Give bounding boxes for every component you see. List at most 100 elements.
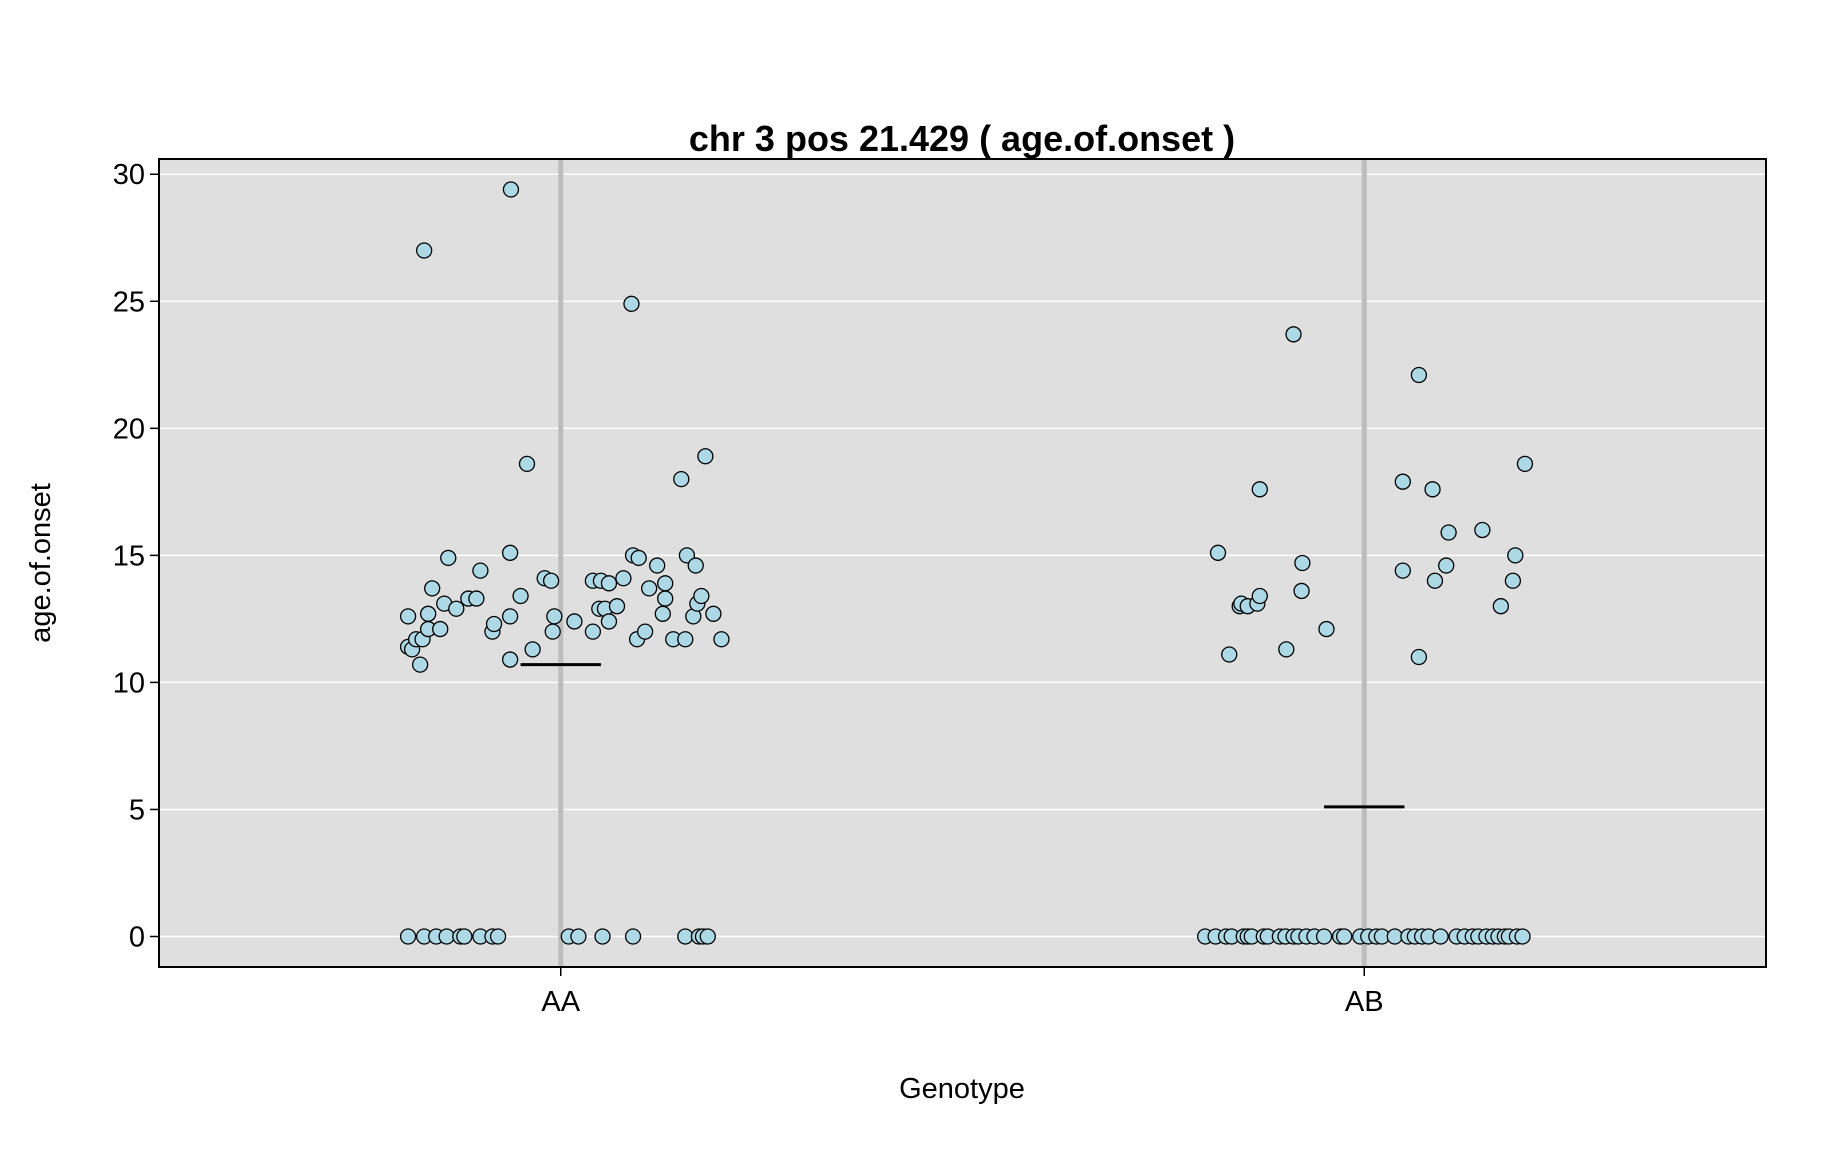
data-point-aa-74	[677, 928, 694, 945]
data-point-aa-39	[615, 570, 632, 587]
data-point-aa-55	[687, 557, 704, 574]
data-point-aa-66	[456, 928, 473, 945]
data-point-ab-24	[1507, 547, 1524, 564]
y-tick-label-5: 5	[129, 794, 145, 826]
data-point-ab-6	[1251, 481, 1268, 498]
data-point-ab-17	[1424, 481, 1441, 498]
grid-lines	[159, 173, 1766, 938]
data-point-aa-47	[654, 605, 671, 622]
y-tick-label-25: 25	[113, 286, 145, 318]
data-point-ab-14	[1394, 562, 1411, 579]
data-point-aa-59	[705, 605, 722, 622]
data-point-aa-45	[640, 580, 658, 597]
x-axis-label: Genotype	[899, 1073, 1025, 1105]
data-point-ab-10	[1294, 554, 1311, 572]
data-point-ab-7	[1251, 587, 1268, 605]
data-point-ab-1	[1221, 646, 1238, 663]
data-point-ab-48	[1386, 928, 1403, 945]
data-point-aa-20	[501, 544, 519, 561]
data-point-aa-77	[699, 928, 716, 945]
data-point-aa-15	[468, 590, 485, 607]
data-point-aa-7	[420, 605, 437, 622]
data-point-ab-19	[1438, 557, 1455, 574]
data-point-aa-0	[399, 608, 417, 625]
data-point-aa-19	[501, 651, 519, 668]
data-point-ab-43	[1336, 928, 1353, 945]
data-point-ab-41	[1315, 928, 1333, 945]
data-point-ab-21	[1474, 521, 1491, 539]
data-point-ab-25	[1516, 455, 1534, 473]
x-tick-label-aa: AA	[541, 986, 580, 1018]
data-point-ab-8	[1278, 641, 1295, 658]
data-point-aa-9	[424, 580, 441, 597]
data-point-ab-11	[1293, 582, 1310, 600]
data-point-aa-44	[636, 623, 654, 640]
data-point-aa-30	[566, 613, 583, 630]
data-point-aa-38	[608, 598, 626, 615]
category-lines	[558, 159, 1367, 967]
data-point-aa-71	[570, 928, 587, 945]
data-point-aa-61	[399, 928, 417, 945]
data-point-aa-46	[649, 557, 666, 574]
data-point-aa-13	[448, 600, 465, 617]
data-point-aa-29	[546, 608, 563, 625]
data-point-aa-52	[677, 631, 694, 648]
data-point-ab-13	[1394, 473, 1411, 490]
x-tick-label-ab: AB	[1345, 986, 1384, 1018]
plot-border	[158, 158, 1767, 968]
data-point-aa-32	[584, 623, 602, 640]
mean-markers	[520, 663, 1405, 809]
data-point-aa-72	[594, 928, 611, 945]
y-tick-label-30: 30	[113, 159, 145, 191]
data-point-aa-58	[697, 448, 714, 465]
data-point-aa-28	[544, 623, 561, 640]
data-point-ab-15	[1410, 366, 1428, 384]
data-point-aa-6	[416, 242, 433, 259]
data-point-aa-60	[713, 631, 730, 648]
data-point-aa-48	[657, 575, 674, 592]
data-point-aa-24	[518, 455, 536, 473]
y-tick-label-20: 20	[113, 413, 145, 445]
data-point-aa-40	[623, 295, 640, 312]
data-point-ab-20	[1440, 524, 1457, 541]
y-tick-label-15: 15	[113, 540, 145, 572]
y-axis-ticks: 0 5 10 15 20 25 30	[113, 159, 159, 954]
data-point-ab-23	[1504, 572, 1522, 589]
data-point-aa-49	[657, 590, 674, 607]
data-point-ab-9	[1285, 326, 1302, 343]
data-point-aa-23	[512, 587, 529, 605]
data-point-aa-37	[600, 613, 618, 630]
data-point-aa-25	[524, 641, 541, 658]
data-point-aa-57	[693, 587, 710, 605]
chart-title: chr 3 pos 21.429 ( age.of.onset )	[689, 118, 1235, 159]
data-point-ab-18	[1426, 572, 1444, 589]
data-point-aa-43	[630, 549, 647, 567]
data-point-aa-18	[485, 615, 503, 633]
data-point-aa-69	[489, 928, 507, 945]
plot-panel	[159, 159, 1766, 967]
x-axis-ticks: AA AB	[541, 967, 1384, 1018]
data-point-aa-16	[472, 562, 489, 579]
y-tick-label-10: 10	[113, 667, 145, 699]
data-point-ab-64	[1514, 928, 1531, 945]
data-point-aa-73	[624, 928, 642, 945]
data-point-aa-22	[502, 181, 520, 198]
data-point-aa-27	[542, 572, 560, 589]
data-point-aa-10	[432, 620, 449, 638]
y-tick-label-0: 0	[129, 922, 145, 954]
data-point-aa-36	[600, 575, 618, 592]
data-point-aa-53	[678, 547, 696, 564]
data-point-ab-0	[1209, 544, 1227, 561]
data-point-ab-22	[1492, 598, 1509, 615]
data-point-ab-16	[1410, 648, 1428, 666]
data-point-ab-12	[1318, 620, 1335, 638]
data-point-aa-51	[673, 471, 690, 488]
data-point-aa-21	[501, 608, 519, 625]
data-points	[399, 181, 1534, 945]
data-point-ab-53	[1432, 928, 1449, 945]
data-point-aa-4	[411, 656, 429, 673]
data-point-aa-64	[438, 928, 455, 945]
y-axis-label: age.of.onset	[25, 483, 57, 643]
data-point-aa-12	[440, 549, 457, 567]
